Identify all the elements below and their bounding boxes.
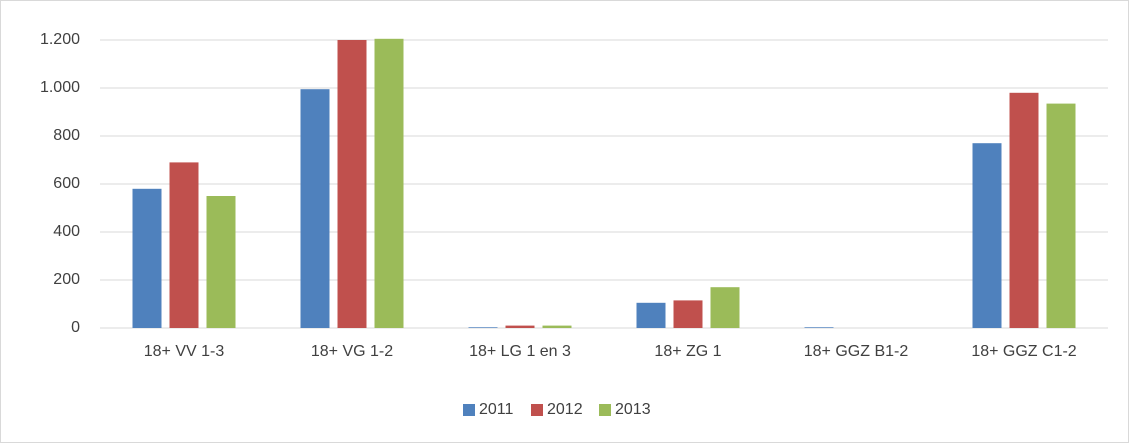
y-tick-label: 200 <box>53 271 80 288</box>
y-tick-label: 0 <box>71 319 80 336</box>
legend-label: 2013 <box>615 401 651 418</box>
bar <box>972 143 1002 328</box>
bar <box>542 325 572 328</box>
y-tick-label: 1.000 <box>40 79 80 96</box>
legend-swatch <box>599 404 611 416</box>
y-tick-label: 400 <box>53 223 80 240</box>
y-tick-label: 800 <box>53 127 80 144</box>
bar <box>337 40 367 328</box>
bar <box>804 327 834 328</box>
x-tick-label: 18+ GGZ B1-2 <box>804 343 909 360</box>
legend-swatch <box>463 404 475 416</box>
legend-label: 2011 <box>479 401 514 418</box>
bar <box>1009 92 1039 328</box>
bar <box>636 302 666 328</box>
bar <box>169 162 199 328</box>
x-tick-label: 18+ LG 1 en 3 <box>469 343 571 360</box>
x-tick-label: 18+ ZG 1 <box>654 343 721 360</box>
bar <box>206 196 236 328</box>
bar <box>673 300 703 328</box>
bar <box>468 327 498 328</box>
bar <box>132 188 162 328</box>
bar <box>1046 103 1076 328</box>
legend-label: 2012 <box>547 401 583 418</box>
bar <box>374 38 404 329</box>
x-tick-label: 18+ GGZ C1-2 <box>971 343 1076 360</box>
y-tick-label: 1.200 <box>40 31 80 48</box>
legend-swatch <box>531 404 543 416</box>
bar <box>505 325 535 328</box>
x-tick-label: 18+ VG 1-2 <box>311 343 393 360</box>
y-tick-label: 600 <box>53 175 80 192</box>
x-tick-label: 18+ VV 1-3 <box>144 343 225 360</box>
bar <box>300 89 330 328</box>
bar <box>710 287 740 328</box>
